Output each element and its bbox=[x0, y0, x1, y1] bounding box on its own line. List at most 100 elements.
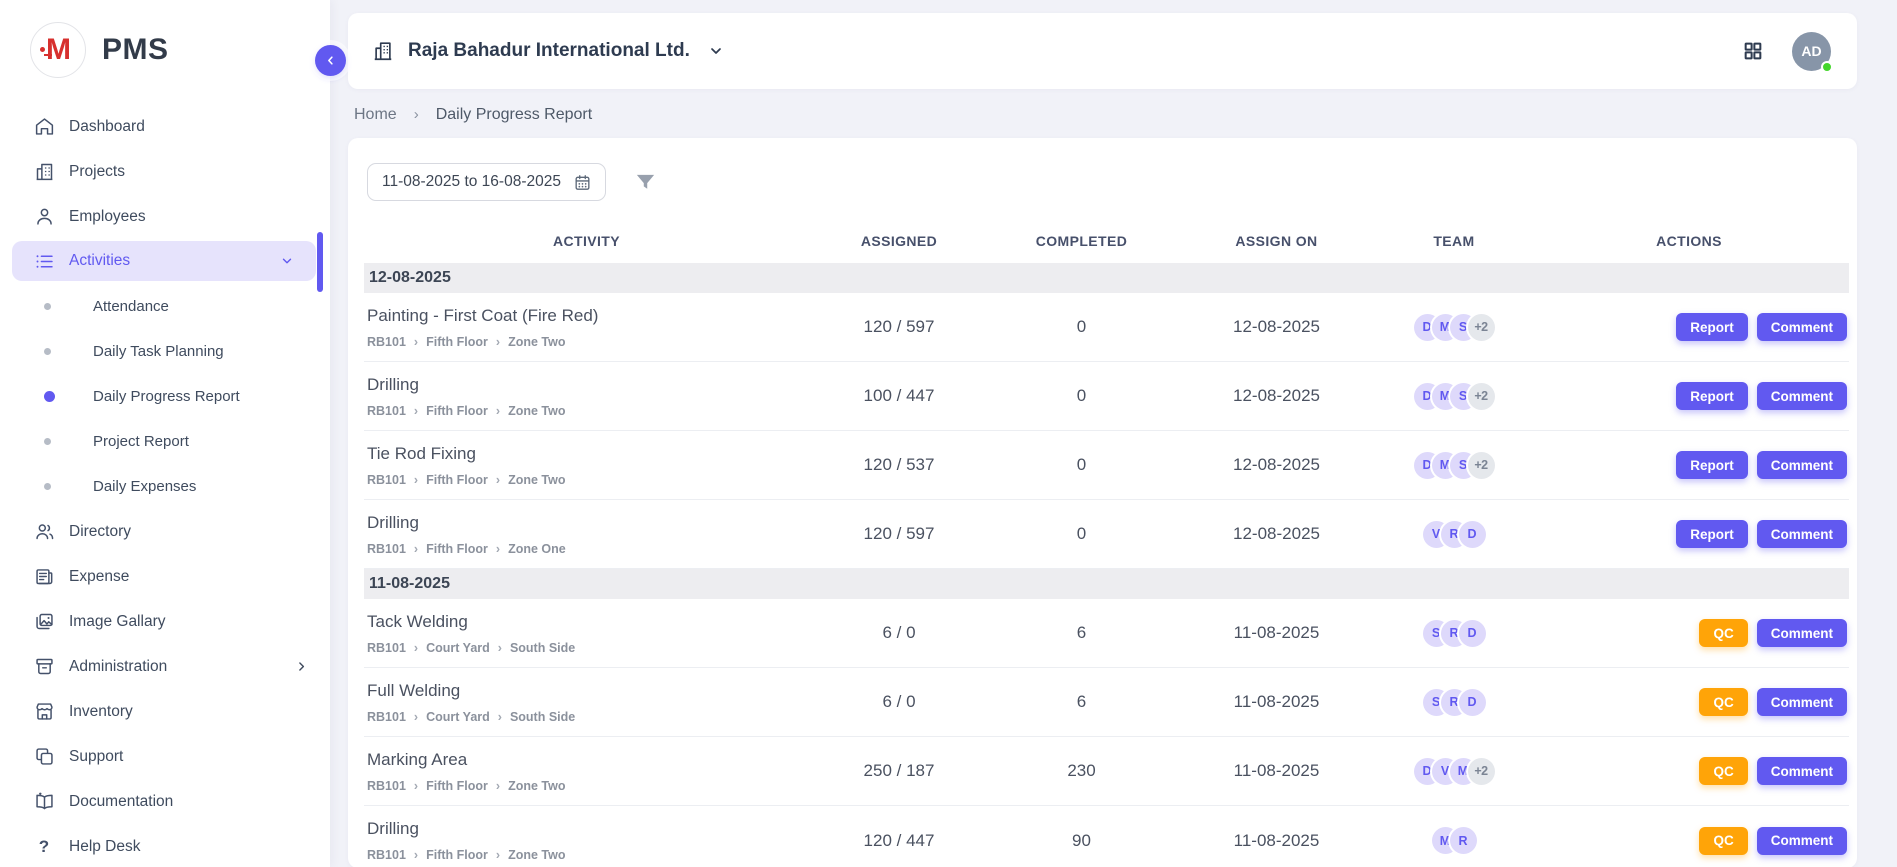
activity-title: Marking Area bbox=[364, 750, 809, 770]
bullet-icon bbox=[44, 303, 51, 310]
sidebar-item-administration[interactable]: Administration bbox=[0, 644, 330, 689]
activity-path: RB101Fifth FloorZone Two bbox=[364, 404, 809, 418]
completed-value: 230 bbox=[989, 761, 1174, 781]
sidebar-item-documentation[interactable]: Documentation bbox=[0, 779, 330, 824]
user-avatar[interactable]: AD bbox=[1792, 32, 1831, 71]
completed-value: 0 bbox=[989, 524, 1174, 544]
activity-title: Tie Rod Fixing bbox=[364, 444, 809, 464]
column-header-assigned: ASSIGNED bbox=[809, 233, 989, 249]
team-avatars: DVM+2 bbox=[1379, 758, 1529, 785]
table-row: Drilling RB101Fifth FloorZone Two 100 / … bbox=[364, 362, 1849, 431]
report-button[interactable]: Report bbox=[1676, 382, 1748, 410]
sidebar-item-daily-task-planning[interactable]: Daily Task Planning bbox=[0, 329, 330, 374]
sidebar-item-label: Dashboard bbox=[69, 118, 145, 136]
sidebar-item-support[interactable]: Support bbox=[0, 734, 330, 779]
sidebar-item-help-desk[interactable]: ? Help Desk bbox=[0, 824, 330, 867]
report-button[interactable]: Report bbox=[1676, 520, 1748, 548]
comment-button[interactable]: Comment bbox=[1757, 688, 1847, 716]
sidebar-item-daily-expenses[interactable]: Daily Expenses bbox=[0, 464, 330, 509]
sidebar-item-project-report[interactable]: Project Report bbox=[0, 419, 330, 464]
sidebar-item-label: Directory bbox=[69, 523, 131, 541]
sidebar-item-label: Daily Progress Report bbox=[93, 388, 240, 405]
sidebar-item-label: Administration bbox=[69, 658, 167, 676]
qc-button[interactable]: QC bbox=[1699, 827, 1747, 855]
avatar-overflow: +2 bbox=[1468, 452, 1495, 479]
breadcrumb: Home Daily Progress Report bbox=[354, 106, 1857, 124]
sidebar-item-activities[interactable]: Activities bbox=[12, 241, 316, 281]
completed-value: 0 bbox=[989, 455, 1174, 475]
avatar-initials: AD bbox=[1801, 43, 1821, 59]
activity-path: RB101Court YardSouth Side bbox=[364, 710, 809, 724]
avatar: D bbox=[1459, 689, 1486, 716]
date-group-header: 11-08-2025 bbox=[364, 569, 1849, 599]
comment-button[interactable]: Comment bbox=[1757, 313, 1847, 341]
assigned-value: 6 / 0 bbox=[809, 692, 989, 712]
breadcrumb-home[interactable]: Home bbox=[354, 106, 436, 124]
report-button[interactable]: Report bbox=[1676, 313, 1748, 341]
table-row: Marking Area RB101Fifth FloorZone Two 25… bbox=[364, 737, 1849, 806]
avatar-overflow: +2 bbox=[1468, 758, 1495, 785]
app-logo: M PMS bbox=[0, 0, 330, 78]
app-name: PMS bbox=[102, 33, 169, 67]
sidebar-item-projects[interactable]: Projects bbox=[0, 149, 330, 194]
comment-button[interactable]: Comment bbox=[1757, 827, 1847, 855]
activity-title: Drilling bbox=[364, 819, 809, 839]
company-name: Raja Bahadur International Ltd. bbox=[408, 40, 690, 62]
book-icon bbox=[33, 791, 55, 813]
qc-button[interactable]: QC bbox=[1699, 757, 1747, 785]
qc-button[interactable]: QC bbox=[1699, 619, 1747, 647]
sidebar-item-image-gallary[interactable]: Image Gallary bbox=[0, 599, 330, 644]
assigned-value: 120 / 597 bbox=[809, 524, 989, 544]
report-card: 11-08-2025 to 16-08-2025 ACTIVITY ASSIGN… bbox=[348, 138, 1857, 867]
comment-button[interactable]: Comment bbox=[1757, 757, 1847, 785]
sidebar-item-inventory[interactable]: Inventory bbox=[0, 689, 330, 734]
building-icon bbox=[33, 161, 55, 183]
table-row: Drilling RB101Fifth FloorZone One 120 / … bbox=[364, 500, 1849, 569]
assigned-value: 250 / 187 bbox=[809, 761, 989, 781]
sidebar-item-daily-progress-report[interactable]: Daily Progress Report bbox=[0, 374, 330, 419]
sidebar-item-label: Project Report bbox=[93, 433, 189, 450]
column-header-actions: ACTIONS bbox=[1529, 233, 1849, 249]
comment-button[interactable]: Comment bbox=[1757, 520, 1847, 548]
comment-button[interactable]: Comment bbox=[1757, 382, 1847, 410]
filter-funnel-icon[interactable] bbox=[634, 171, 657, 194]
team-avatars: VRD bbox=[1379, 521, 1529, 548]
sidebar-item-label: Daily Task Planning bbox=[93, 343, 224, 360]
chevron-right-icon bbox=[295, 660, 308, 673]
activity-path: RB101Fifth FloorZone Two bbox=[364, 335, 809, 349]
sidebar-item-expense[interactable]: Expense bbox=[0, 554, 330, 599]
company-selector[interactable]: Raja Bahadur International Ltd. bbox=[372, 40, 724, 62]
apps-grid-button[interactable] bbox=[1742, 40, 1764, 62]
sidebar-collapse-button[interactable] bbox=[315, 45, 346, 76]
assign-on-value: 11-08-2025 bbox=[1174, 623, 1379, 643]
activity-path: RB101Fifth FloorZone Two bbox=[364, 848, 809, 862]
comment-button[interactable]: Comment bbox=[1757, 619, 1847, 647]
chevron-down-icon bbox=[708, 43, 724, 59]
top-bar: Raja Bahadur International Ltd. AD bbox=[348, 13, 1857, 89]
sidebar-item-label: Documentation bbox=[69, 793, 173, 811]
assigned-value: 120 / 597 bbox=[809, 317, 989, 337]
team-avatars: MR bbox=[1379, 827, 1529, 854]
sidebar-item-attendance[interactable]: Attendance bbox=[0, 284, 330, 329]
report-button[interactable]: Report bbox=[1676, 451, 1748, 479]
sidebar-nav: Dashboard Projects Employees Activities bbox=[0, 104, 330, 867]
sidebar-item-employees[interactable]: Employees bbox=[0, 194, 330, 239]
qc-button[interactable]: QC bbox=[1699, 688, 1747, 716]
archive-box-icon bbox=[33, 656, 55, 678]
date-range-value: 11-08-2025 to 16-08-2025 bbox=[382, 173, 561, 191]
comment-button[interactable]: Comment bbox=[1757, 451, 1847, 479]
date-range-input[interactable]: 11-08-2025 to 16-08-2025 bbox=[367, 163, 606, 201]
sidebar-scrollbar[interactable] bbox=[317, 232, 323, 292]
activity-path: RB101Court YardSouth Side bbox=[364, 641, 809, 655]
avatar-overflow: +2 bbox=[1468, 383, 1495, 410]
sidebar-item-directory[interactable]: Directory bbox=[0, 509, 330, 554]
sidebar-item-label: Image Gallary bbox=[69, 613, 165, 631]
sidebar-item-label: Expense bbox=[69, 568, 129, 586]
assign-on-value: 11-08-2025 bbox=[1174, 831, 1379, 851]
sidebar-item-dashboard[interactable]: Dashboard bbox=[0, 104, 330, 149]
chevron-down-icon bbox=[280, 254, 294, 268]
online-status-dot bbox=[1821, 61, 1833, 73]
sidebar-item-label: Activities bbox=[69, 252, 130, 270]
table-row: Tack Welding RB101Court YardSouth Side 6… bbox=[364, 599, 1849, 668]
activity-path: RB101Fifth FloorZone Two bbox=[364, 779, 809, 793]
